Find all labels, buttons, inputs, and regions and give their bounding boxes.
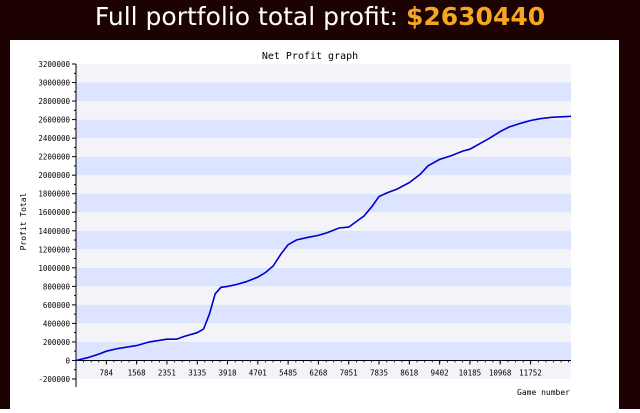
grid-band	[76, 323, 571, 342]
x-tick-label: 1568	[128, 368, 147, 377]
grid-band	[76, 101, 571, 120]
y-tick-label: 2000000	[38, 171, 70, 180]
chart-title: Net Profit graph	[262, 51, 358, 62]
x-tick-label: 3135	[188, 368, 206, 377]
grid-band	[76, 193, 571, 213]
y-tick-label: 400000	[43, 319, 71, 328]
y-tick-label: 1800000	[38, 190, 70, 199]
grid-band	[76, 64, 571, 83]
profit-series-line	[75, 115, 572, 362]
y-tick-label: 600000	[43, 301, 71, 310]
y-tick-label: 2200000	[38, 153, 70, 162]
grid-band	[76, 175, 571, 194]
x-tick-label: 10968	[489, 368, 512, 377]
y-axis-label: Profit Total	[19, 192, 28, 250]
x-tick-label: 3918	[218, 368, 237, 377]
x-axis-ticks: 784 1568 2351 3135 3918 4701 5485 6268 7051 7835 8…	[75, 360, 570, 377]
y-tick-label: 2800000	[38, 97, 70, 106]
y-tick-label: 0	[65, 356, 70, 365]
y-tick-label: 800000	[43, 282, 71, 291]
y-tick-label: 2400000	[38, 134, 70, 143]
grid-band	[76, 341, 571, 361]
y-tick-label: 2600000	[38, 116, 70, 125]
y-tick-label: 1600000	[38, 208, 70, 217]
y-tick-label: 1400000	[38, 227, 70, 236]
x-axis-label: Game number	[517, 388, 570, 397]
total-profit-amount: $2630440	[405, 2, 546, 31]
x-tick-label: 6268	[309, 368, 328, 377]
grid-band	[76, 230, 571, 250]
x-tick-label: 10185	[459, 368, 482, 377]
grid-band	[76, 360, 571, 379]
x-tick-label: 7835	[370, 368, 388, 377]
y-tick-label: 1000000	[38, 264, 70, 273]
net-profit-chart: -200000 0 200000 400000 600000 800000 1000000 1…	[19, 51, 572, 397]
grid-band	[76, 119, 571, 139]
chart-panel: -200000 0 200000 400000 600000 800000 1000000 1…	[10, 40, 619, 409]
grid-band	[76, 156, 571, 176]
y-axis-ticks: -200000 0 200000 400000 600000 800000 1000000 1…	[38, 60, 76, 384]
x-tick-label: 5485	[279, 368, 297, 377]
header-label: Full portfolio total profit:	[94, 2, 406, 31]
grid-bands	[76, 64, 571, 379]
y-tick-label: 3200000	[38, 60, 70, 69]
grid-band	[76, 267, 571, 287]
grid-band	[76, 212, 571, 231]
x-tick-label: 9402	[431, 368, 449, 377]
x-tick-label: 2351	[158, 368, 176, 377]
grid-band	[76, 249, 571, 268]
grid-band	[76, 286, 571, 305]
y-tick-label: 1200000	[38, 245, 70, 254]
x-tick-label: 7051	[340, 368, 358, 377]
y-tick-label: -200000	[38, 375, 70, 384]
x-tick-label: 784	[100, 368, 114, 377]
portfolio-header: Full portfolio total profit: $2630440	[0, 0, 640, 38]
x-tick-label: 11752	[519, 368, 542, 377]
grid-band	[76, 138, 571, 157]
grid-band	[76, 304, 571, 324]
x-tick-label: 8618	[400, 368, 419, 377]
y-tick-label: 200000	[43, 338, 71, 347]
x-tick-label: 4701	[249, 368, 267, 377]
y-tick-label: 3000000	[38, 79, 70, 88]
grid-band	[76, 82, 571, 102]
